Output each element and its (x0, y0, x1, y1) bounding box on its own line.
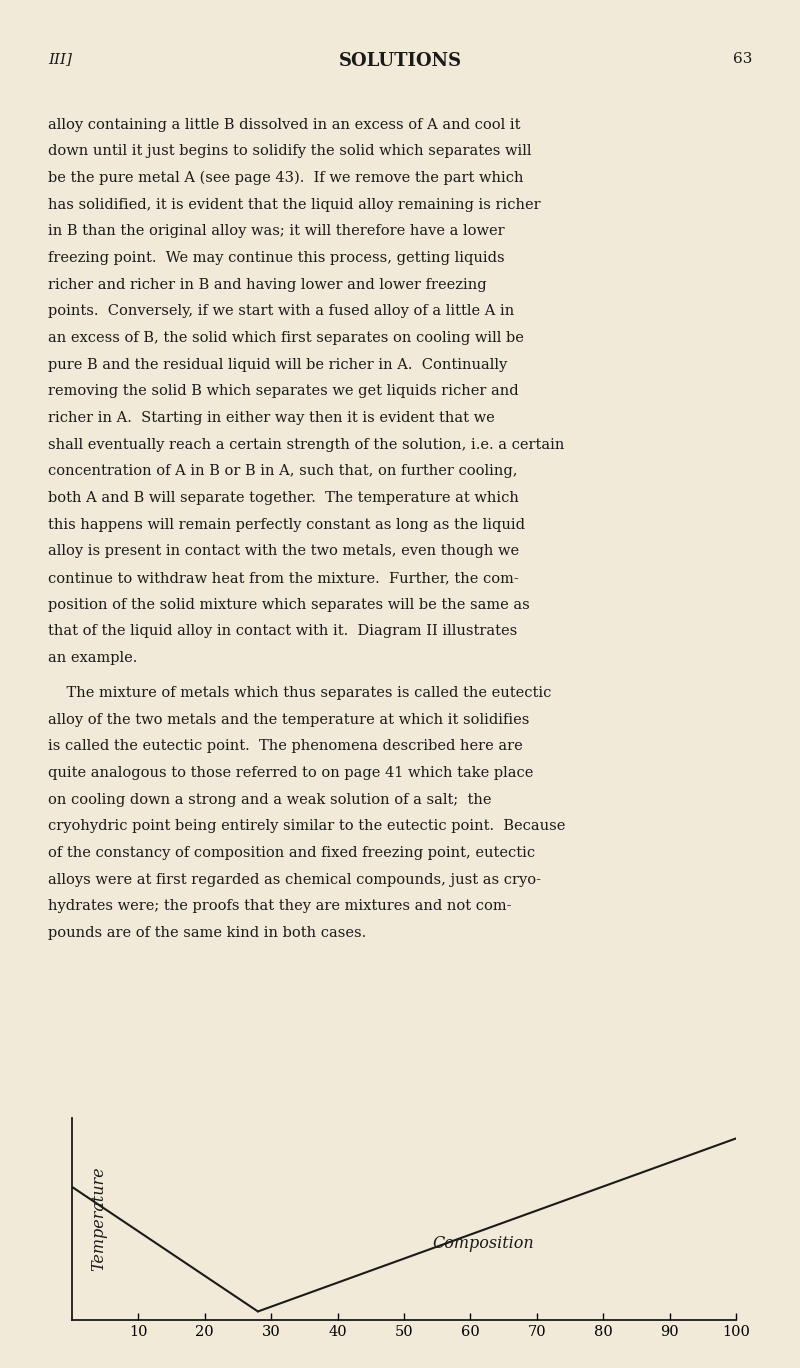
Text: 63: 63 (733, 52, 752, 66)
Text: pure B and the residual liquid will be richer in A.  Continually: pure B and the residual liquid will be r… (48, 357, 507, 372)
Text: III]: III] (48, 52, 72, 66)
Text: position of the solid mixture which separates will be the same as: position of the solid mixture which sepa… (48, 598, 530, 611)
Text: richer in A.  Starting in either way then it is evident that we: richer in A. Starting in either way then… (48, 410, 494, 425)
Text: richer and richer in B and having lower and lower freezing: richer and richer in B and having lower … (48, 278, 486, 291)
Text: Temperature: Temperature (90, 1167, 107, 1271)
Text: Composition: Composition (433, 1235, 534, 1252)
Text: alloy of the two metals and the temperature at which it solidifies: alloy of the two metals and the temperat… (48, 713, 530, 726)
Text: points.  Conversely, if we start with a fused alloy of a little A in: points. Conversely, if we start with a f… (48, 304, 514, 319)
Text: alloys were at first regarded as chemical compounds, just as cryo-: alloys were at first regarded as chemica… (48, 873, 541, 886)
Text: pounds are of the same kind in both cases.: pounds are of the same kind in both case… (48, 926, 366, 940)
Text: has solidified, it is evident that the liquid alloy remaining is richer: has solidified, it is evident that the l… (48, 197, 541, 212)
Text: is called the eutectic point.  The phenomena described here are: is called the eutectic point. The phenom… (48, 739, 522, 754)
Text: hydrates were; the proofs that they are mixtures and not com-: hydrates were; the proofs that they are … (48, 899, 511, 914)
Text: shall eventually reach a certain strength of the solution, i.e. a certain: shall eventually reach a certain strengt… (48, 438, 564, 451)
Text: concentration of A in B or B in A, such that, on further cooling,: concentration of A in B or B in A, such … (48, 464, 518, 479)
Text: this happens will remain perfectly constant as long as the liquid: this happens will remain perfectly const… (48, 517, 525, 532)
Text: cryohydric point being entirely similar to the eutectic point.  Because: cryohydric point being entirely similar … (48, 819, 566, 833)
Text: both A and B will separate together.  The temperature at which: both A and B will separate together. The… (48, 491, 519, 505)
Text: that of the liquid alloy in contact with it.  Diagram II illustrates: that of the liquid alloy in contact with… (48, 624, 518, 639)
Text: alloy is present in contact with the two metals, even though we: alloy is present in contact with the two… (48, 544, 519, 558)
Text: an excess of B, the solid which first separates on cooling will be: an excess of B, the solid which first se… (48, 331, 524, 345)
Text: on cooling down a strong and a weak solution of a salt;  the: on cooling down a strong and a weak solu… (48, 792, 491, 807)
Text: in B than the original alloy was; it will therefore have a lower: in B than the original alloy was; it wil… (48, 224, 505, 238)
Text: be the pure metal A (see page 43).  If we remove the part which: be the pure metal A (see page 43). If we… (48, 171, 523, 186)
Text: an example.: an example. (48, 651, 138, 665)
Text: removing the solid B which separates we get liquids richer and: removing the solid B which separates we … (48, 384, 518, 398)
Text: The mixture of metals which thus separates is called the eutectic: The mixture of metals which thus separat… (48, 685, 551, 700)
Text: down until it just begins to solidify the solid which separates will: down until it just begins to solidify th… (48, 145, 531, 159)
Text: SOLUTIONS: SOLUTIONS (338, 52, 462, 70)
Text: of the constancy of composition and fixed freezing point, eutectic: of the constancy of composition and fixe… (48, 845, 535, 860)
Text: continue to withdraw heat from the mixture.  Further, the com-: continue to withdraw heat from the mixtu… (48, 570, 518, 586)
Text: quite analogous to those referred to on page 41 which take place: quite analogous to those referred to on … (48, 766, 534, 780)
Text: alloy containing a little B dissolved in an excess of A and cool it: alloy containing a little B dissolved in… (48, 118, 521, 131)
Text: freezing point.  We may continue this process, getting liquids: freezing point. We may continue this pro… (48, 250, 505, 265)
